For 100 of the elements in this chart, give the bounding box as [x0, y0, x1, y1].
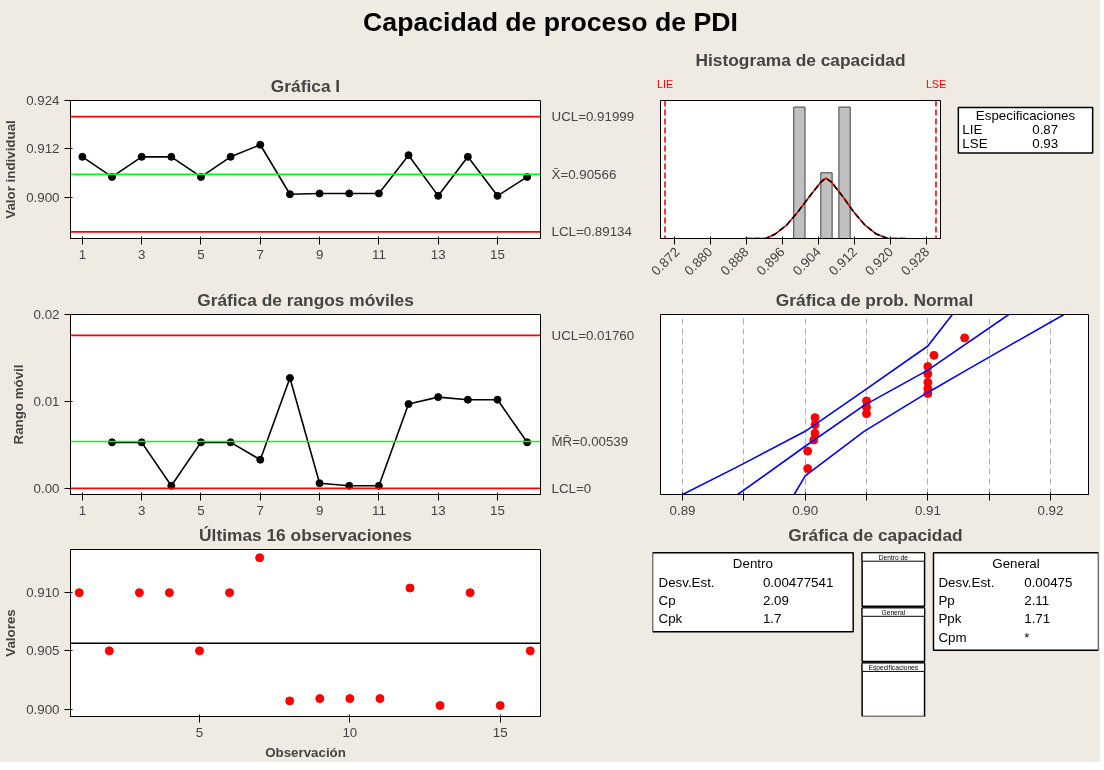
text: Desv.Est. 0.00475 — [938, 574, 1073, 590]
x-tick-label: 1 — [78, 502, 87, 518]
x-tick-label: 11 — [371, 246, 386, 262]
text: LSE 0.93 — [962, 135, 1059, 151]
chart-title: Gráfica I — [270, 75, 341, 96]
point — [167, 481, 176, 490]
text: Dentro — [732, 556, 773, 572]
point — [923, 377, 933, 387]
y-axis-title: Valores — [3, 609, 19, 657]
point — [167, 152, 176, 161]
x-tick-label: 0.89 — [669, 502, 696, 518]
y-tick-label: 0.02 — [33, 307, 60, 322]
y-tick-label: 0.00 — [33, 480, 60, 496]
point — [345, 694, 355, 704]
x-tick-label: 9 — [315, 246, 324, 262]
ref-line-label: LCL=0 — [551, 480, 592, 496]
text: Capacidad de proceso de PDI — [363, 6, 738, 37]
point — [255, 553, 265, 563]
ref-line-label: LCL=0.89134 — [551, 224, 633, 240]
x-tick-label: 0.92 — [1037, 502, 1064, 518]
y-tick-label: 0.900 — [26, 189, 60, 205]
y-tick-label: 0.924 — [26, 93, 61, 108]
point — [435, 701, 445, 711]
x-tick-label: 9 — [315, 502, 324, 518]
ref-line-label: LSE — [925, 77, 947, 90]
point — [78, 152, 87, 161]
point — [525, 646, 535, 656]
point — [285, 696, 295, 706]
point — [225, 588, 235, 598]
point — [315, 694, 325, 704]
x-tick-label: 3 — [137, 246, 146, 262]
point — [74, 588, 84, 598]
point — [463, 152, 472, 161]
point — [285, 373, 294, 382]
text: Desv.Est. 0.00477541 — [658, 574, 834, 590]
x-tick-label: 15 — [492, 724, 508, 740]
chart-title: Últimas 16 observaciones — [199, 524, 412, 545]
y-tick-label: 0.01 — [33, 393, 60, 409]
x-tick-label: 15 — [490, 246, 505, 262]
y-tick-label: 0.912 — [26, 141, 60, 157]
x-tick-label: 0.91 — [914, 502, 941, 518]
chart-title: Histograma de capacidad — [695, 49, 906, 70]
point — [195, 646, 204, 656]
x-tick-label: 11 — [371, 502, 386, 518]
text: Cpk 1.7 — [658, 611, 782, 627]
point — [256, 455, 265, 464]
x-tick-label: 5 — [195, 724, 204, 740]
ref-line-label: UCL=0.01760 — [551, 327, 635, 343]
y-tick-label: 0.910 — [26, 585, 60, 601]
point — [374, 189, 383, 198]
y-tick-label: 0.900 — [26, 701, 60, 717]
point — [495, 701, 505, 711]
ref-line-label: UCL=0.91999 — [551, 109, 635, 125]
x-axis-title: Observación — [265, 744, 346, 760]
point — [104, 646, 114, 656]
text: Ppk 1.71 — [938, 611, 1051, 627]
point — [137, 152, 146, 161]
x-tick-label: 0.90 — [792, 502, 819, 518]
point — [404, 151, 413, 160]
x-tick-label: 5 — [197, 502, 205, 518]
text: Especificaciones — [975, 108, 1076, 124]
point — [803, 446, 813, 456]
y-tick-label: 0.905 — [26, 643, 60, 659]
text: Pp 2.11 — [938, 593, 1050, 609]
text: Cpm * — [938, 629, 1030, 645]
point — [465, 588, 475, 598]
x-tick-label: 5 — [197, 246, 205, 262]
point — [345, 481, 354, 490]
y-axis-title: Rango móvil — [10, 364, 26, 445]
text: Gráfica de capacidad — [788, 524, 963, 545]
point — [315, 189, 324, 198]
point — [434, 393, 443, 402]
x-tick-label: 7 — [256, 246, 264, 262]
y-axis-title: Valor individual — [3, 120, 19, 219]
point — [164, 588, 174, 598]
point — [375, 694, 385, 704]
point — [345, 189, 354, 198]
point — [929, 350, 939, 360]
point — [134, 588, 144, 598]
point — [434, 191, 443, 200]
x-tick-label: 10 — [342, 724, 358, 740]
point — [405, 583, 415, 593]
point — [810, 428, 820, 438]
ref-line-label: M̄R̄=0.00539 — [551, 434, 629, 450]
text: Cp 2.09 — [658, 593, 789, 609]
point — [493, 395, 502, 404]
point — [315, 479, 324, 488]
x-tick-label: 7 — [256, 502, 264, 518]
point — [404, 400, 413, 409]
chart-title: Gráfica de rangos móviles — [197, 289, 414, 310]
ref-line-label: X̄=0.90566 — [551, 166, 617, 182]
point — [226, 152, 235, 161]
x-tick-label: 15 — [490, 502, 505, 518]
chart-title: Gráfica de prob. Normal — [775, 289, 974, 310]
ref-line-label: LIE — [657, 77, 674, 90]
point — [285, 190, 294, 199]
point — [256, 140, 265, 149]
point — [960, 333, 970, 343]
x-tick-label: 13 — [430, 246, 446, 262]
point — [374, 481, 383, 490]
